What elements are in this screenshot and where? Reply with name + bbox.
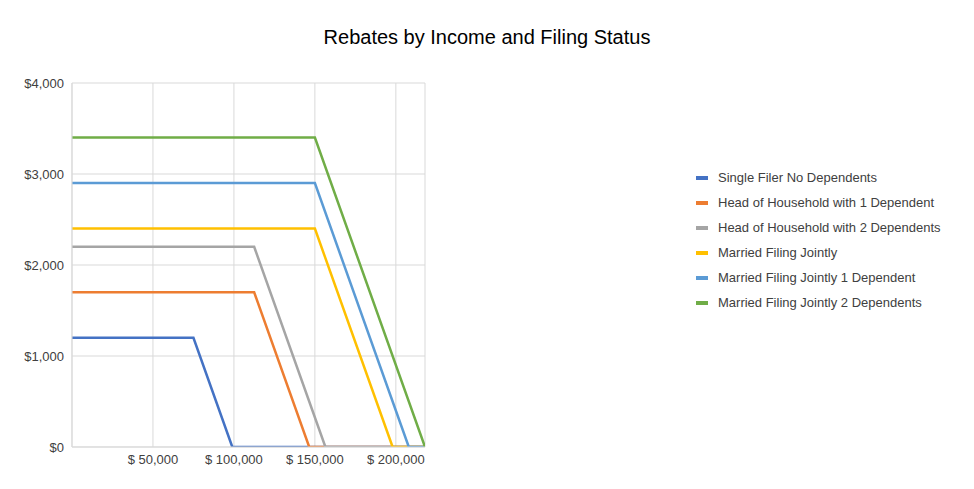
svg-text:$0: $0	[50, 440, 64, 455]
svg-text:$2,000: $2,000	[24, 258, 64, 273]
svg-text:$ 50,000: $ 50,000	[128, 452, 179, 467]
html-text:Married Filing Jointly 2 Depen: Married Filing Jointly 2 Dependents	[718, 294, 922, 310]
html-text:Married Filing Jointly: Married Filing Jointly	[718, 244, 838, 260]
svg-text:$ 100,000: $ 100,000	[205, 452, 263, 467]
html-text:Single Filer No Dependents: Single Filer No Dependents	[718, 169, 877, 185]
svg-text:$4,000: $4,000	[24, 76, 64, 91]
svg-text:$ 150,000: $ 150,000	[286, 452, 344, 467]
html-text:Head of Household with 1 Depen: Head of Household with 1 Dependent	[718, 194, 935, 210]
html-text:Rebates by Income and Filing S: Rebates by Income and Filing Status	[323, 26, 651, 48]
svg-text:$3,000: $3,000	[24, 167, 64, 182]
svg-text:$1,000: $1,000	[24, 349, 64, 364]
svg-text:$ 200,000: $ 200,000	[367, 452, 425, 467]
html-text:Head of Household with 2 Depen: Head of Household with 2 Dependents	[718, 219, 941, 235]
html-text:Married Filing Jointly 1 Depen: Married Filing Jointly 1 Dependent	[718, 269, 916, 285]
